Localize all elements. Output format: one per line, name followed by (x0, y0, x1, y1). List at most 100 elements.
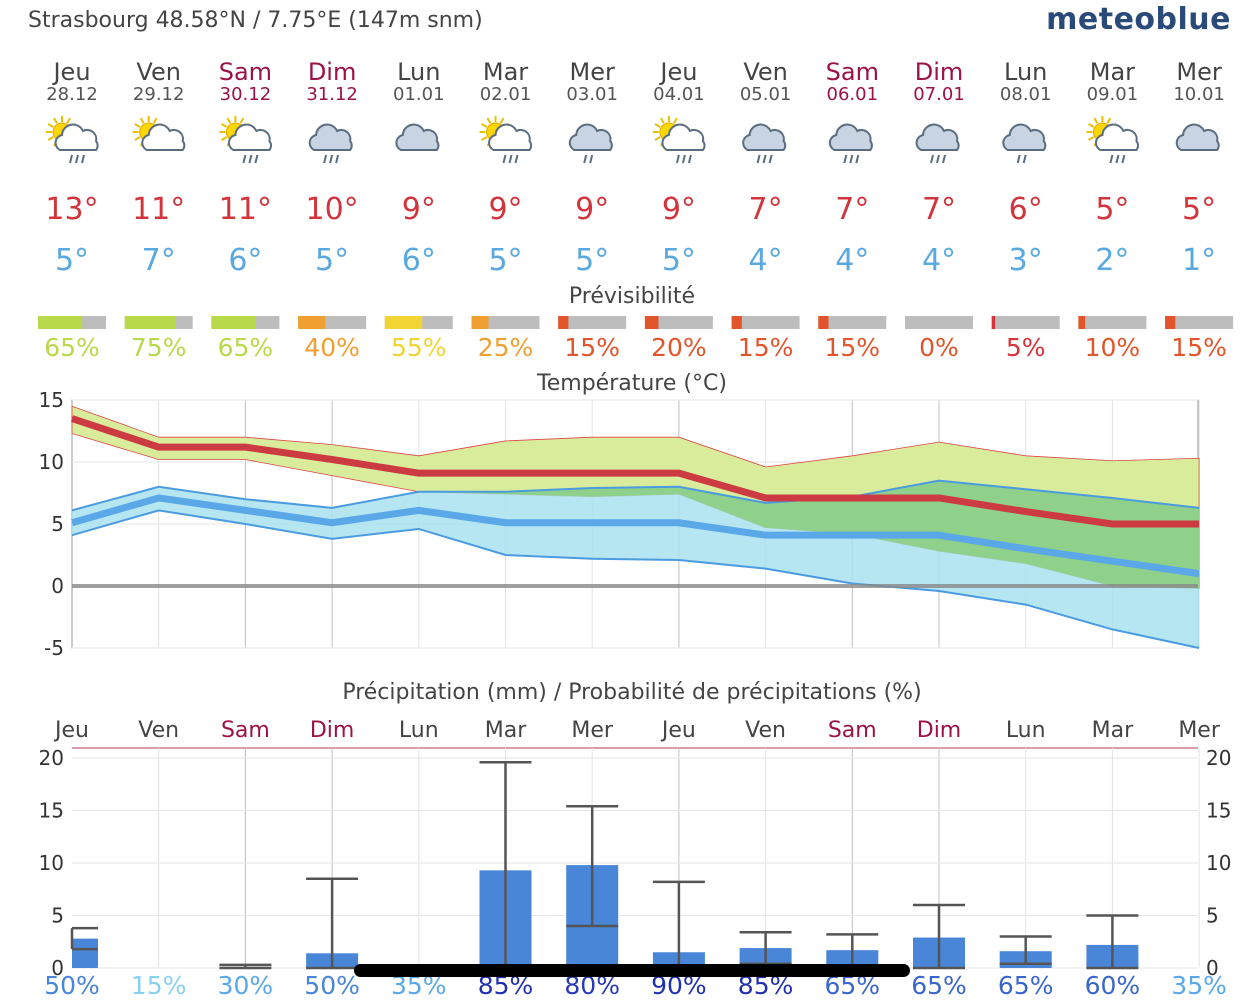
day-name: Jeu (51, 58, 90, 86)
temp-max: 9° (488, 192, 522, 227)
predictability-label: 55% (391, 333, 447, 362)
precip-day-label: Mer (1178, 718, 1221, 743)
day-date: 28.12 (46, 84, 98, 105)
precip-probability: 50% (304, 971, 360, 1000)
day-date: 10.01 (1173, 84, 1225, 105)
overlap-band (72, 480, 1200, 589)
cloud-rain-icon (915, 123, 960, 164)
predictability-label: 5% (1006, 333, 1046, 362)
temp-min: 5° (662, 243, 696, 278)
temp-min: 7° (142, 243, 176, 278)
precip-day-label: Dim (917, 718, 961, 743)
temp-min: 4° (922, 243, 956, 278)
day-date: 09.01 (1087, 84, 1139, 105)
precip-day-label: Ven (138, 718, 179, 743)
day-date: 31.12 (306, 84, 358, 105)
temp-max: 5° (1182, 192, 1216, 227)
precip-day-label: Sam (828, 718, 877, 743)
day-name: Mer (1176, 58, 1221, 86)
day-date: 30.12 (220, 84, 272, 105)
precip-ytick-left: 0 (51, 956, 64, 980)
precip-range-whisker (913, 903, 965, 970)
predictability-bar (1078, 316, 1147, 329)
day-name: Lun (397, 58, 440, 86)
predictability-label: 10% (1085, 333, 1141, 362)
temp-max: 9° (662, 192, 696, 227)
day-date: 02.01 (480, 84, 532, 105)
predictability-bar (905, 316, 973, 329)
temp-ytick: 5 (51, 512, 64, 536)
temp-max: 11° (219, 192, 272, 227)
day-name: Lun (1004, 58, 1047, 86)
sun-cloud-rain-icon (46, 116, 99, 164)
predictability-bar (384, 316, 453, 329)
precip-probability: 35% (1171, 971, 1227, 1000)
sun-cloud-rain-icon (219, 116, 272, 164)
temp-max: 7° (835, 192, 869, 227)
temp-max: 9° (575, 192, 609, 227)
temp-max: 6° (1009, 192, 1043, 227)
sun-cloud-rain-icon (652, 116, 706, 164)
max-temp-line (70, 415, 1200, 528)
predictability-label: 20% (651, 333, 707, 362)
temp-min: 4° (835, 243, 869, 278)
min-lower-line (71, 509, 1200, 649)
precip-ytick-right: 20 (1206, 746, 1231, 770)
precip-ytick-right: 10 (1206, 851, 1231, 875)
day-name: Dim (308, 58, 357, 86)
temperature-title: Température (°C) (536, 371, 727, 396)
temp-min: 5° (55, 243, 89, 278)
day-date: 04.01 (653, 84, 705, 105)
day-name: Mer (570, 58, 615, 86)
predictability-bar (818, 316, 887, 329)
temp-max: 13° (45, 192, 98, 227)
day-name: Mar (1090, 58, 1135, 86)
temp-ytick: 15 (39, 388, 64, 412)
predictability-label: 65% (218, 333, 274, 362)
day-name: Mar (483, 58, 528, 86)
predictability-label: 15% (564, 333, 620, 362)
temp-min: 6° (402, 243, 436, 278)
day-date: 08.01 (1000, 84, 1052, 105)
cloud-icon (395, 123, 440, 151)
day-date: 03.01 (566, 84, 618, 105)
temp-max: 11° (132, 192, 185, 227)
precipitation-chart (70, 747, 1200, 970)
precip-day-label: Lun (1006, 718, 1046, 743)
cloud-rain-icon (742, 123, 787, 164)
temp-ytick: 0 (51, 574, 64, 598)
precip-probability: 15% (131, 971, 187, 1000)
precip-day-label: Jeu (53, 718, 89, 743)
day-name: Sam (219, 58, 272, 86)
temp-min: 5° (315, 243, 349, 278)
predictability-bar (211, 316, 280, 329)
predictability-label: 65% (44, 333, 100, 362)
sun-cloud-rain-icon (1086, 116, 1139, 164)
day-date: 07.01 (913, 84, 965, 105)
precip-day-label: Dim (310, 718, 354, 743)
precip-day-label: Ven (745, 718, 786, 743)
predictability-bar (298, 316, 367, 329)
brand-logo: meteoblue (1046, 2, 1231, 37)
predictability-bar (991, 316, 1060, 329)
day-date: 29.12 (133, 84, 185, 105)
predictability-bar (644, 316, 713, 329)
precip-ytick-right: 0 (1206, 956, 1219, 980)
precip-probability: 60% (1085, 971, 1141, 1000)
precip-range-whisker (739, 931, 792, 966)
horizontal-scrollbar[interactable] (354, 964, 910, 977)
day-name: Ven (136, 58, 181, 86)
day-date: 06.01 (827, 84, 879, 105)
precip-ytick-right: 5 (1206, 904, 1219, 928)
cloud-rain-icon (308, 123, 353, 164)
predictability-label: 15% (1171, 333, 1227, 362)
cloud-drizzle-icon (568, 123, 613, 164)
day-name: Sam (826, 58, 879, 86)
precip-ytick-left: 15 (39, 799, 64, 823)
day-name: Ven (743, 58, 788, 86)
cloud-rain-icon (828, 123, 873, 164)
predictability-label: 75% (131, 333, 187, 362)
predictability-label: 25% (478, 333, 534, 362)
day-date: 01.01 (393, 84, 445, 105)
